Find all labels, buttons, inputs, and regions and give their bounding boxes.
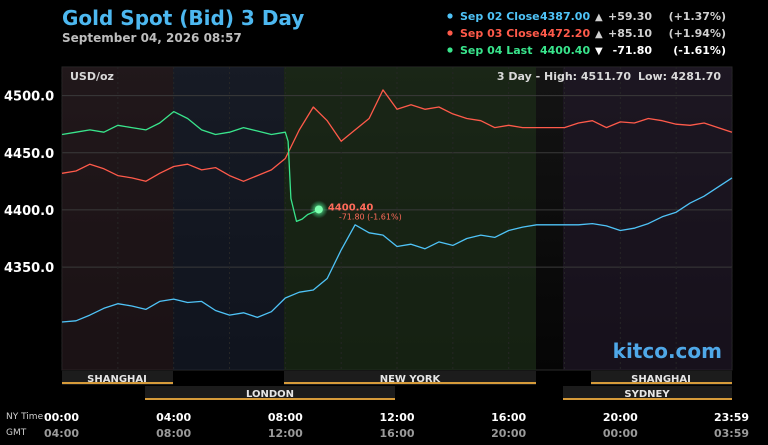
y-tick-label: 4350.0 — [4, 261, 54, 276]
session-line-sydney — [563, 398, 732, 400]
session-line-newyork — [284, 382, 536, 384]
gmt-label: GMT — [6, 428, 27, 438]
last-price-change: -71.80 (-1.61%) — [339, 212, 402, 221]
x-axis: 00:00 04:00 08:00 12:00 16:00 20:00 23:59 04:00… — [44, 411, 749, 440]
series-line-0 — [61, 177, 733, 323]
grid — [61, 67, 733, 370]
legend-dot-sep03 — [447, 30, 453, 36]
unit-label: USD/oz — [70, 70, 114, 83]
x-tick-gmt: 03:59 — [714, 427, 749, 440]
session-bar-sydney — [563, 386, 732, 400]
chart-title: Gold Spot (Bid) 3 Day — [62, 6, 304, 30]
session-bar-shanghai-2 — [591, 371, 732, 385]
london-session-band — [173, 67, 284, 370]
y-tick-label: 4400.0 — [4, 204, 54, 219]
legend-label-sep04: Sep 04 Last — [460, 44, 532, 57]
legend-change-sep03: +85.10 — [608, 27, 652, 40]
ny-time-label: NY Time — [6, 412, 44, 422]
y-axis: 4350.0 4400.0 4450.0 4500.0 — [4, 90, 54, 277]
x-tick-gmt: 12:00 — [268, 427, 303, 440]
session-line-shanghai-1 — [62, 382, 173, 384]
x-tick-ny: 04:00 — [156, 411, 191, 424]
legend-arrow-sep04: ▼ — [595, 46, 603, 57]
legend-pct-sep03: (+1.94%) — [669, 27, 726, 40]
newyork-session-band — [284, 67, 536, 370]
legend: Sep 02 Close 4387.00 ▲ +59.30 (+1.37%) S… — [447, 10, 726, 57]
x-tick-ny: 12:00 — [379, 411, 414, 424]
x-tick-gmt: 20:00 — [491, 427, 526, 440]
session-bar-shanghai-1 — [62, 371, 173, 385]
legend-price-sep02: 4387.00 — [540, 10, 590, 23]
legend-dot-sep02 — [447, 13, 453, 19]
y-tick-label: 4450.0 — [4, 147, 54, 162]
sydney-session-band — [563, 67, 732, 370]
last-price-dot — [314, 205, 323, 214]
legend-item-sep04: Sep 04 Last 4400.40 ▼ -71.80 (-1.61%) — [447, 44, 726, 57]
x-tick-gmt: 08:00 — [156, 427, 191, 440]
series-line-1 — [61, 89, 733, 182]
legend-item-sep02: Sep 02 Close 4387.00 ▲ +59.30 (+1.37%) — [447, 10, 726, 23]
x-tick-gmt: 16:00 — [379, 427, 414, 440]
session-label-london: LONDON — [246, 389, 294, 400]
legend-label-sep03: Sep 03 Close — [460, 27, 540, 40]
session-label-shanghai-1: SHANGHAI — [87, 374, 147, 385]
legend-label-sep02: Sep 02 Close — [460, 10, 540, 23]
x-tick-ny: 16:00 — [491, 411, 526, 424]
session-bar: SHANGHAI NEW YORK SHANGHAI LONDON SYDNEY — [62, 371, 732, 400]
session-bar-london — [145, 386, 395, 400]
legend-item-sep03: Sep 03 Close 4472.20 ▲ +85.10 (+1.94%) — [447, 27, 726, 40]
range-high-label: 3 Day - High: 4511.70 — [497, 70, 631, 83]
x-tick-gmt: 00:00 — [603, 427, 638, 440]
session-label-shanghai-2: SHANGHAI — [631, 374, 691, 385]
legend-arrow-sep02: ▲ — [595, 12, 603, 23]
series-group — [61, 89, 733, 323]
chart-timestamp: September 04, 2026 08:57 — [62, 31, 242, 45]
legend-arrow-sep03: ▲ — [595, 29, 603, 40]
session-label-sydney: SYDNEY — [624, 389, 670, 400]
legend-pct-sep02: (+1.37%) — [669, 10, 726, 23]
session-line-shanghai-2 — [591, 382, 732, 384]
x-tick-ny: 23:59 — [714, 411, 749, 424]
x-tick-gmt: 04:00 — [44, 427, 79, 440]
last-price-value: 4400.40 — [328, 202, 374, 213]
series-line-2 — [61, 110, 320, 223]
x-tick-ny: 00:00 — [44, 411, 79, 424]
last-price-marker: 4400.40 -71.80 (-1.61%) — [309, 200, 402, 221]
legend-dot-sep04 — [447, 47, 453, 53]
legend-price-sep03: 4472.20 — [540, 27, 590, 40]
x-tick-ny: 20:00 — [603, 411, 638, 424]
kitco-watermark: kitco.com — [613, 339, 722, 363]
y-tick-label: 4500.0 — [4, 90, 54, 105]
session-label-newyork: NEW YORK — [380, 374, 442, 385]
session-line-london — [145, 398, 395, 400]
x-tick-ny: 08:00 — [268, 411, 303, 424]
legend-price-sep04: 4400.40 — [540, 44, 590, 57]
session-bar-newyork — [284, 371, 536, 385]
legend-change-sep04: -71.80 — [613, 44, 653, 57]
legend-change-sep02: +59.30 — [608, 10, 652, 23]
legend-pct-sep04: (-1.61%) — [673, 44, 726, 57]
range-low-label: Low: 4281.70 — [638, 70, 721, 83]
